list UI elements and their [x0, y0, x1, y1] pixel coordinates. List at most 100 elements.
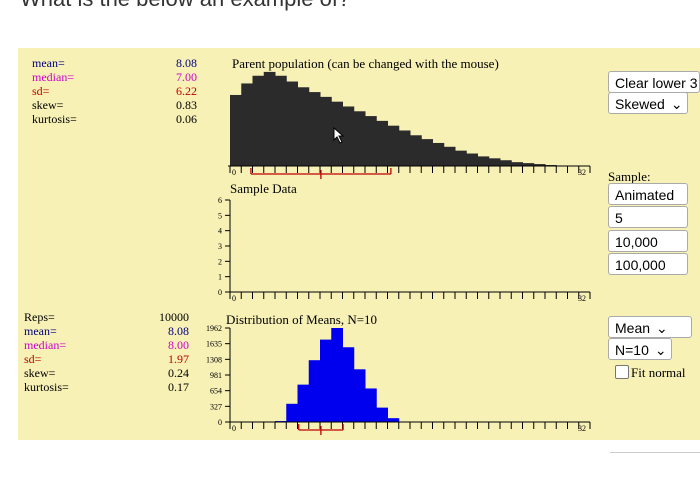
- x-tick-label: 32: [578, 168, 586, 177]
- means-stats: Reps= 10000 mean= 8.08 median= 8.00 sd= 1.97…: [24, 310, 189, 394]
- parent-bar: [432, 142, 445, 166]
- means-bar: [308, 360, 321, 422]
- stat-row-mean: mean= 8.08: [32, 56, 197, 70]
- sample-data-title: Sample Data: [230, 181, 297, 196]
- x-tick-label: 32: [578, 424, 586, 433]
- parent-bar: [230, 94, 242, 166]
- parent-bar: [353, 111, 366, 166]
- stat-label: mean=: [32, 56, 65, 70]
- parent-population-title: Parent population (can be changed with t…: [232, 56, 499, 71]
- parent-bar: [511, 162, 523, 166]
- stat-row-mean: mean= 8.08: [24, 324, 189, 338]
- animated-button[interactable]: Animated: [608, 183, 688, 205]
- parent-bar: [421, 139, 433, 166]
- fit-normal-label: Fit normal: [631, 365, 686, 380]
- stat-row-skew: skew= 0.24: [24, 366, 189, 380]
- parent-bar: [387, 125, 400, 166]
- stat-value: 0.83: [176, 98, 197, 112]
- question-text: What is the below an example of?: [20, 0, 350, 12]
- sample-100000-button[interactable]: 100,000: [608, 253, 688, 275]
- stat-value: 7.00: [176, 70, 197, 84]
- parent-bar: [286, 81, 298, 166]
- stat-row-kurtosis: kurtosis= 0.17: [24, 380, 189, 394]
- divider: [610, 452, 700, 453]
- stat-row-reps: Reps= 10000: [24, 310, 189, 324]
- stat-label: kurtosis=: [24, 380, 69, 394]
- stat-row-sd: sd= 1.97: [24, 352, 189, 366]
- y-tick-label: 2: [218, 257, 222, 266]
- parent-bar: [398, 130, 411, 166]
- means-bar: [365, 388, 377, 422]
- sampling-distribution-applet: mean= 8.08 median= 7.00 sd= 6.22 skew= 0.83 …: [18, 48, 700, 440]
- stat-label: skew=: [24, 366, 56, 380]
- y-tick-label: 0: [218, 288, 222, 297]
- sample-10000-button[interactable]: 10,000: [608, 230, 688, 252]
- y-tick-label: 0: [218, 418, 222, 427]
- clear-lower-3-button[interactable]: Clear lower 3: [608, 71, 700, 93]
- x-tick-label: 0: [232, 294, 236, 303]
- parent-stats: mean= 8.08 median= 7.00 sd= 6.22 skew= 0.83 …: [32, 56, 197, 126]
- stat-label: median=: [32, 70, 75, 84]
- parent-bar: [477, 156, 490, 166]
- sample-label: Sample:: [608, 169, 651, 184]
- parent-bar: [342, 106, 355, 166]
- parent-bar: [365, 116, 377, 166]
- parent-bar: [320, 96, 332, 166]
- means-bar: [297, 384, 310, 422]
- stat-value: 6.22: [176, 84, 197, 98]
- y-tick-label: 654: [210, 387, 222, 396]
- stat-value: 10000: [159, 310, 189, 324]
- sample-5-button[interactable]: 5: [608, 206, 688, 228]
- stat-label: mean=: [24, 324, 57, 338]
- means-bar: [387, 418, 400, 422]
- x-tick-label: 0: [232, 424, 236, 433]
- means-bar: [342, 347, 355, 422]
- stat-row-skew: skew= 0.83: [32, 98, 197, 112]
- x-tick-label: 32: [578, 294, 586, 303]
- stat-row-median: median= 8.00: [24, 338, 189, 352]
- means-bar: [331, 328, 343, 422]
- y-tick-label: 1: [218, 273, 222, 282]
- parent-bar: [263, 71, 276, 166]
- y-tick-label: 1962: [206, 324, 222, 333]
- distribution-select[interactable]: Skewed: [608, 92, 688, 114]
- y-tick-label: 6: [218, 196, 222, 205]
- mouse-cursor-icon: [333, 126, 345, 144]
- parent-bar: [522, 163, 535, 166]
- stat-row-sd: sd= 6.22: [32, 84, 197, 98]
- stat-value: 0.06: [176, 112, 197, 126]
- stat-label: kurtosis=: [32, 112, 77, 126]
- means-bar: [320, 339, 332, 422]
- parent-bar: [297, 87, 310, 166]
- parent-bar: [443, 146, 456, 166]
- means-bar: [353, 369, 366, 422]
- parent-bar: [275, 75, 287, 166]
- parent-bar: [455, 150, 467, 166]
- fit-normal-checkbox[interactable]: [615, 365, 629, 379]
- stat-label: skew=: [32, 98, 64, 112]
- parent-bar: [252, 75, 265, 166]
- parent-bar: [488, 158, 501, 166]
- distribution-of-means-title: Distribution of Means, N=10: [226, 312, 378, 327]
- y-tick-label: 327: [210, 402, 222, 411]
- parent-bar: [533, 164, 546, 166]
- y-tick-label: 4: [218, 227, 222, 236]
- means-bar: [286, 403, 298, 422]
- stat-value: 8.00: [168, 338, 189, 352]
- stat-value: 8.08: [176, 56, 197, 70]
- stat-label: Reps=: [24, 310, 55, 324]
- parent-bar: [241, 83, 253, 166]
- statistic-select[interactable]: Mean: [608, 316, 692, 338]
- stat-label: sd=: [24, 352, 42, 366]
- y-tick-label: 3: [218, 242, 222, 251]
- parent-bar: [308, 92, 321, 166]
- y-tick-label: 1635: [206, 340, 222, 349]
- x-tick-label: 0: [232, 168, 236, 177]
- sample-size-select[interactable]: N=10: [608, 338, 672, 360]
- parent-bar: [500, 160, 512, 166]
- stat-row-kurtosis: kurtosis= 0.06: [32, 112, 197, 126]
- parent-bar: [466, 153, 478, 166]
- y-tick-label: 5: [218, 211, 222, 220]
- y-tick-label: 1308: [206, 355, 222, 364]
- stat-label: sd=: [32, 84, 50, 98]
